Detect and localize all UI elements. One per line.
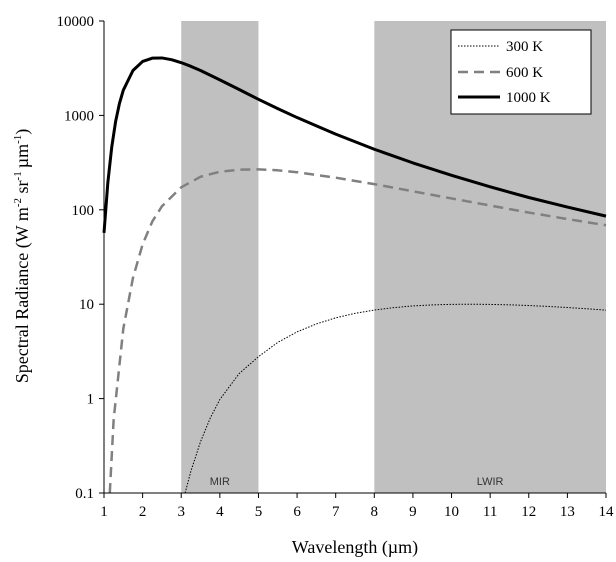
band-labels: MIR LWIR xyxy=(210,476,504,488)
x-tick-label: 5 xyxy=(255,504,263,520)
y-axis-title-part: ) xyxy=(12,129,33,135)
y-axis-title: Spectral Radiance (W m-2 sr-1µm-1) xyxy=(12,129,33,384)
x-tick-label: 13 xyxy=(560,504,575,520)
y-axis-title-sup: -1 xyxy=(12,171,24,180)
band-label-lwir: LWIR xyxy=(477,476,504,488)
x-tick-label: 9 xyxy=(409,504,417,520)
series-lines xyxy=(102,56,607,494)
x-tick-label: 8 xyxy=(371,504,379,520)
axes xyxy=(99,20,607,498)
series-line-1000k xyxy=(102,56,607,233)
band-label-mir: MIR xyxy=(210,476,230,488)
x-axis-title: Wavelength (µm) xyxy=(292,537,418,558)
x-tick-label: 6 xyxy=(293,504,301,520)
x-tick-label: 3 xyxy=(177,504,185,520)
y-axis-title-sup: -1 xyxy=(12,135,24,144)
legend-label-300k: 300 K xyxy=(506,39,543,55)
x-tick-label: 11 xyxy=(483,504,497,520)
y-tick-label: 100 xyxy=(72,203,95,219)
series-line-300k xyxy=(184,303,607,494)
y-tick-labels: 0.1 1 10 100 1000 10000 xyxy=(57,14,95,502)
series-line-600k xyxy=(108,168,607,494)
x-tick-label: 1 xyxy=(100,504,108,520)
y-axis-title-part: sr xyxy=(12,180,32,198)
x-tick-label: 14 xyxy=(599,504,615,520)
y-tick-label: 10 xyxy=(79,297,94,313)
band-mir xyxy=(181,21,259,493)
x-tick-label: 10 xyxy=(444,504,459,520)
y-tick-label: 0.1 xyxy=(75,486,94,502)
x-tick-label: 12 xyxy=(521,504,536,520)
y-tick-label: 1000 xyxy=(64,108,94,124)
y-axis-title-sup: -2 xyxy=(12,198,24,207)
legend-box xyxy=(450,29,592,115)
x-tick-label: 4 xyxy=(216,504,224,520)
x-tick-label: 7 xyxy=(332,504,340,520)
y-axis-title-part: Spectral Radiance (W m xyxy=(12,207,33,383)
y-tick-label: 1 xyxy=(87,392,95,408)
y-axis-title-part: µm xyxy=(12,144,32,168)
legend-label-600k: 600 K xyxy=(506,65,543,81)
x-tick-labels: 1 2 3 4 5 6 7 8 9 10 11 12 13 14 xyxy=(100,504,614,520)
legend: 300 K 600 K 1000 K xyxy=(450,29,592,115)
y-tick-label: 10000 xyxy=(57,14,95,30)
legend-label-1000k: 1000 K xyxy=(506,90,551,106)
x-tick-label: 2 xyxy=(139,504,147,520)
